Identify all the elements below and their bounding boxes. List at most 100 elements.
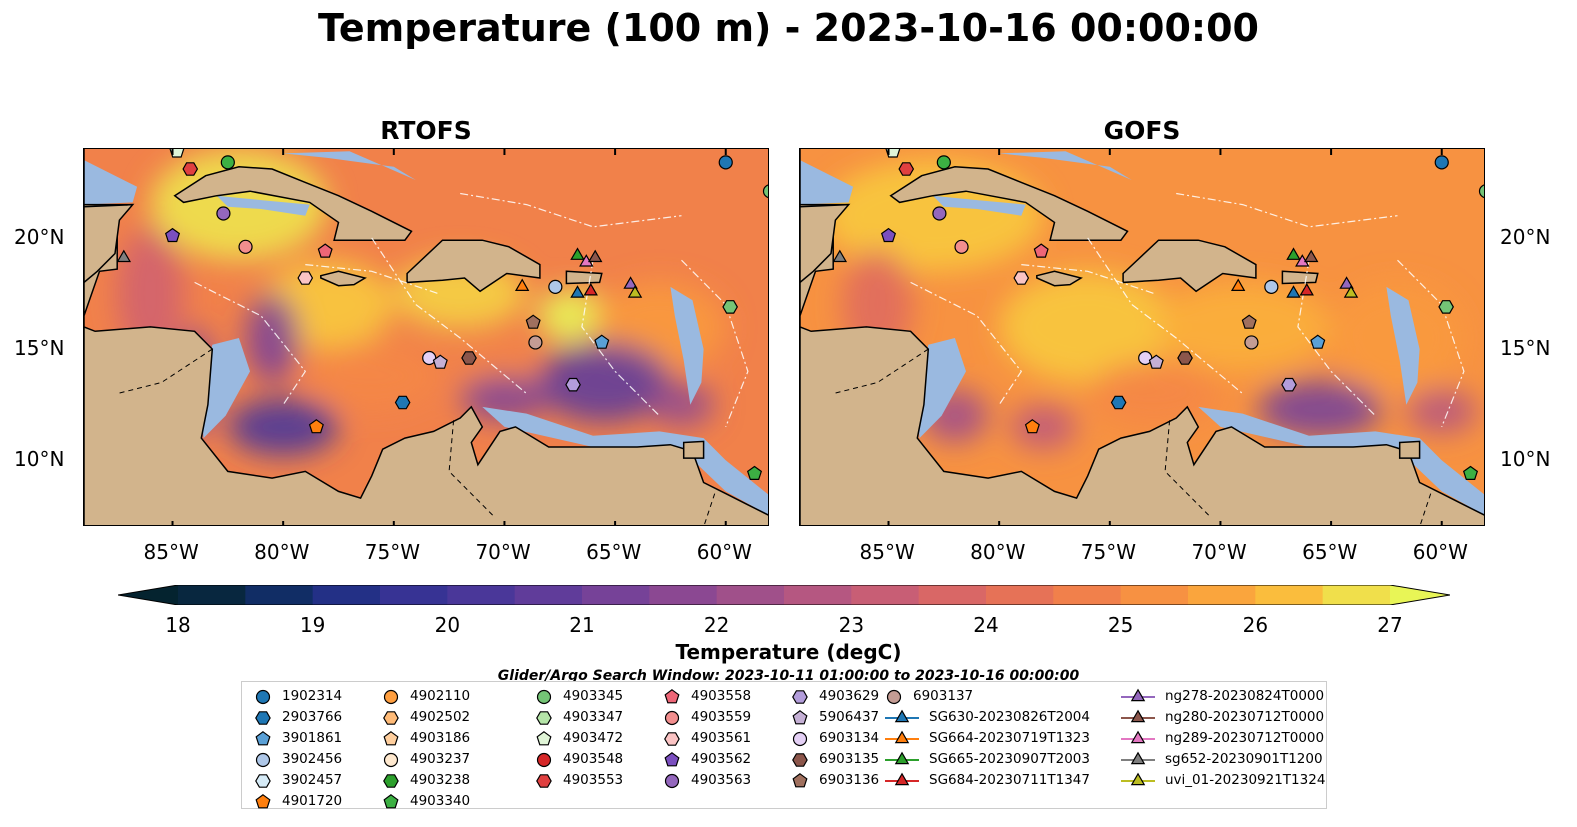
observation-marker[interactable] (565, 377, 581, 392)
observation-marker[interactable] (528, 335, 543, 350)
legend-symbol (894, 709, 910, 722)
colorbar-bin (649, 585, 718, 605)
observation-marker[interactable] (1303, 249, 1319, 263)
legend-symbol (664, 710, 680, 725)
observation-marker[interactable] (1033, 243, 1049, 258)
legend-label: 6903134 (819, 729, 880, 746)
nicaragua-shelf (917, 338, 966, 439)
legend-label: 6903136 (819, 771, 880, 788)
observation-marker[interactable] (1462, 465, 1479, 480)
observation-marker[interactable] (1241, 314, 1257, 329)
observation-marker[interactable] (1310, 334, 1326, 349)
colorbar-bin (582, 585, 650, 605)
observation-marker[interactable] (1281, 377, 1297, 392)
observation-marker[interactable] (1148, 354, 1164, 369)
observation-marker[interactable] (594, 334, 610, 349)
legend-entry: uvi_01-20230921T1324 (1121, 769, 1325, 790)
observation-marker[interactable] (1286, 247, 1301, 260)
observation-marker[interactable] (220, 155, 235, 170)
legend-symbol (886, 689, 902, 704)
observation-marker[interactable] (514, 278, 530, 291)
observation-marker[interactable] (548, 279, 563, 294)
colorbar-bin (380, 585, 448, 605)
observation-marker[interactable] (722, 300, 738, 314)
legend-marker (255, 793, 271, 808)
observation-marker[interactable] (932, 206, 947, 221)
observation-marker[interactable] (1110, 395, 1127, 410)
observation-marker[interactable] (164, 227, 181, 243)
observation-marker[interactable] (762, 184, 770, 199)
legend-entry: 4903629 (791, 685, 879, 706)
observation-marker[interactable] (116, 249, 132, 263)
observation-marker[interactable] (317, 243, 333, 258)
observation-marker[interactable] (1230, 278, 1246, 291)
observation-marker[interactable] (623, 276, 638, 289)
observation-marker[interactable] (587, 249, 603, 263)
legend-symbol (792, 752, 808, 767)
legend-marker (885, 751, 919, 764)
eez-boundary-line (371, 237, 527, 395)
observation-marker[interactable] (182, 162, 199, 176)
legend-marker (383, 752, 399, 767)
country-border-line (703, 493, 716, 525)
colorbar (117, 584, 1451, 606)
legend-marker (886, 689, 902, 704)
observation-marker[interactable] (1434, 155, 1449, 170)
lat-tick-label-right: 15°N (1500, 336, 1551, 361)
legend-symbol (536, 689, 552, 704)
observation-marker[interactable] (297, 271, 314, 285)
observation-marker[interactable] (583, 282, 598, 296)
legend-label: 3902457 (282, 771, 343, 788)
observation-marker[interactable] (525, 314, 541, 329)
colorbar-tick-label: 24 (973, 613, 999, 637)
observation-marker[interactable] (1438, 300, 1454, 314)
antilles-shelf (670, 286, 704, 405)
observation-marker[interactable] (1343, 285, 1359, 298)
observation-marker[interactable] (308, 419, 324, 434)
observation-marker[interactable] (394, 395, 411, 410)
observation-marker[interactable] (1299, 282, 1314, 296)
legend-column: 1902314 2903766 3901861 3902456 3902457 49017… (254, 685, 342, 811)
legend-symbol (792, 772, 808, 787)
legend-entry: 4903238 (382, 769, 470, 790)
observation-marker[interactable] (461, 351, 477, 365)
observation-marker[interactable] (1244, 335, 1259, 350)
yucatan-shelf (800, 160, 854, 205)
observation-marker[interactable] (746, 465, 763, 480)
observation-marker[interactable] (238, 239, 253, 254)
observation-marker[interactable] (936, 155, 951, 170)
legend-entry: 5906437 (791, 706, 879, 727)
observation-marker[interactable] (1013, 271, 1030, 285)
observation-marker[interactable] (718, 155, 733, 170)
antilles-shelf (1386, 286, 1420, 405)
legend-label: ng289-20230712T0000 (1165, 729, 1325, 746)
observation-marker[interactable] (1286, 285, 1301, 298)
puerto-rico-land (1281, 270, 1319, 285)
bahamas-shelf (999, 151, 1132, 181)
observation-marker[interactable] (1177, 351, 1193, 365)
observation-marker[interactable] (216, 206, 231, 221)
temperature-blob (1406, 389, 1478, 434)
legend-symbol (664, 751, 680, 766)
observation-marker[interactable] (880, 227, 897, 243)
map-panel-gofs[interactable] (799, 148, 1485, 526)
observation-marker[interactable] (627, 285, 643, 298)
legend-label: 4903562 (691, 750, 752, 767)
observation-marker[interactable] (1024, 419, 1040, 434)
observation-marker[interactable] (954, 239, 969, 254)
observation-marker[interactable] (898, 162, 915, 176)
search-window-text: Glider/Argo Search Window: 2023-10-11 01… (497, 668, 1080, 684)
observation-marker[interactable] (1339, 276, 1354, 289)
legend-marker (255, 730, 271, 745)
legend-symbol (1130, 688, 1146, 701)
legend-label: sg652-20230901T1200 (1165, 750, 1323, 767)
legend-symbol (383, 730, 399, 745)
observation-marker[interactable] (570, 285, 585, 298)
figure-title: Temperature (100 m) - 2023-10-16 00:00:0… (317, 6, 1259, 50)
observation-marker[interactable] (432, 354, 448, 369)
map-panel-rtofs[interactable] (83, 148, 769, 526)
observation-marker[interactable] (832, 249, 848, 263)
observation-marker[interactable] (570, 247, 585, 260)
observation-marker[interactable] (1478, 184, 1486, 199)
observation-marker[interactable] (1264, 279, 1279, 294)
